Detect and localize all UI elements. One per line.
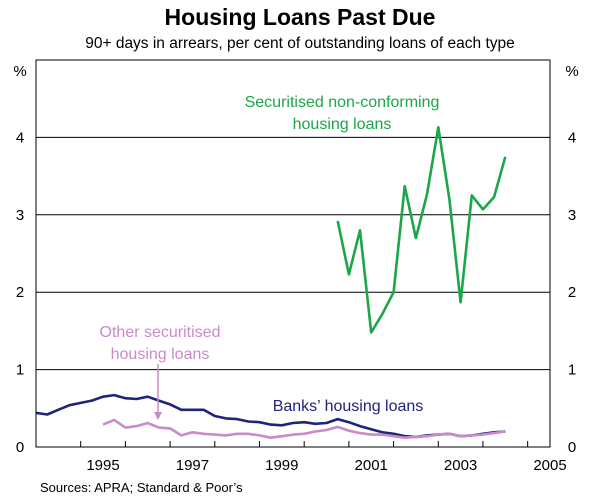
series-annotation: Other securitised bbox=[100, 324, 221, 341]
x-tick-label: 1995 bbox=[86, 457, 119, 474]
x-tick-label: 2001 bbox=[355, 457, 388, 474]
annotation-arrowhead bbox=[154, 412, 162, 420]
y-axis-unit-right: % bbox=[565, 63, 578, 80]
series-line-2 bbox=[336, 126, 507, 334]
series-line-0 bbox=[35, 393, 506, 439]
y-tick-label-right: 4 bbox=[568, 129, 576, 146]
series-lines bbox=[35, 126, 507, 440]
x-tick-label: 1997 bbox=[176, 457, 209, 474]
series-annotation: housing loans bbox=[293, 116, 392, 133]
x-tick-label: 2005 bbox=[533, 457, 566, 474]
series-annotation: Banks’ housing loans bbox=[273, 398, 424, 415]
y-tick-label-right: 3 bbox=[568, 207, 576, 224]
y-tick-label-right: 0 bbox=[568, 439, 576, 456]
y-tick-label-left: 4 bbox=[16, 129, 24, 146]
gridlines bbox=[36, 136, 550, 371]
chart-subtitle: 90+ days in arrears, per cent of outstan… bbox=[85, 35, 515, 52]
x-tick-label: 2003 bbox=[444, 457, 477, 474]
source-note: Sources: APRA; Standard & Poor’s bbox=[40, 480, 243, 495]
series-line-1 bbox=[102, 418, 506, 440]
plot-area-border bbox=[35, 59, 551, 448]
series-annotation: Securitised non-conforming bbox=[245, 94, 440, 111]
y-tick-label-left: 0 bbox=[16, 439, 24, 456]
y-tick-label-left: 2 bbox=[16, 284, 24, 301]
x-tick-label: 1999 bbox=[265, 457, 298, 474]
y-tick-label-left: 1 bbox=[16, 362, 24, 379]
axis-ticks: 0 0 1 1 2 2 3 3 4 4 1995 1997 1999 2001 2003 2005 bbox=[16, 129, 576, 474]
annotations: Securitised non-conforming housing loans O… bbox=[100, 94, 440, 420]
y-axis-unit-left: % bbox=[13, 63, 26, 80]
y-tick-label-right: 2 bbox=[568, 284, 576, 301]
y-tick-label-left: 3 bbox=[16, 207, 24, 224]
chart-title: Housing Loans Past Due bbox=[164, 4, 436, 30]
series-annotation: housing loans bbox=[111, 346, 210, 363]
y-tick-label-right: 1 bbox=[568, 362, 576, 379]
